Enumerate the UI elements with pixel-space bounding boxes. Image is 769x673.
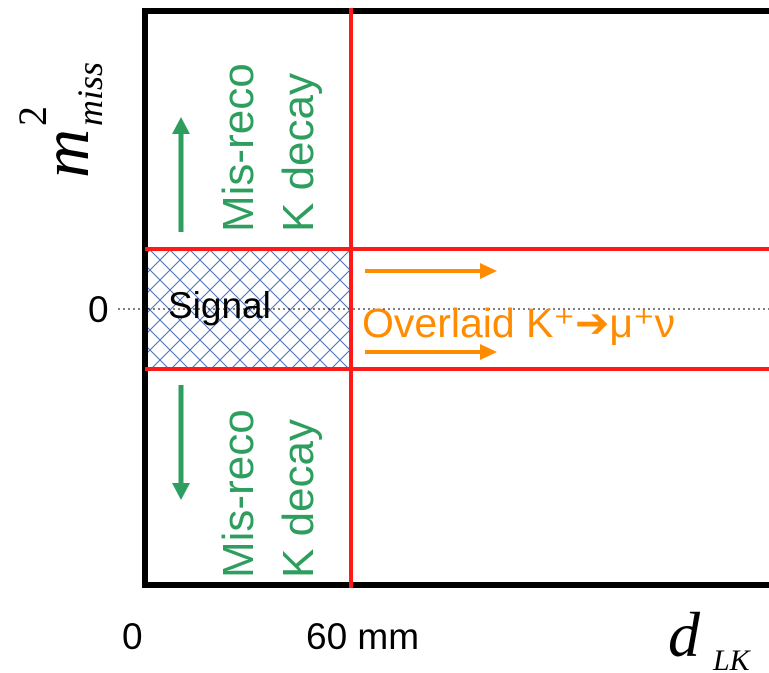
misreco-upper-line2: K decay xyxy=(274,73,323,232)
signal-label: Signal xyxy=(168,285,271,326)
x-zero-label: 0 xyxy=(122,616,143,657)
y-zero-label: 0 xyxy=(88,289,109,330)
arrow-down-icon xyxy=(172,385,190,500)
misreco-lower-line1: Mis-reco xyxy=(214,409,263,578)
x-axis-label-sub: LK xyxy=(712,644,752,673)
arrow-right-lower-icon xyxy=(365,344,497,360)
arrow-right-upper-icon xyxy=(365,263,497,279)
x-axis-label-main: d xyxy=(668,599,701,670)
y-axis-label-sub: miss xyxy=(70,62,110,126)
misreco-lower-line2: K decay xyxy=(274,419,323,578)
y-axis-label-sup: 2 xyxy=(10,106,55,126)
overlaid-label: Overlaid K⁺➔μ⁺ν xyxy=(362,300,675,346)
arrow-up-icon xyxy=(172,117,190,232)
y-axis-label: m 2 miss xyxy=(10,62,110,178)
misreco-upper-line1: Mis-reco xyxy=(214,63,263,232)
y-axis-label-main: m xyxy=(27,129,103,178)
x-cut-label: 60 mm xyxy=(306,616,419,657)
